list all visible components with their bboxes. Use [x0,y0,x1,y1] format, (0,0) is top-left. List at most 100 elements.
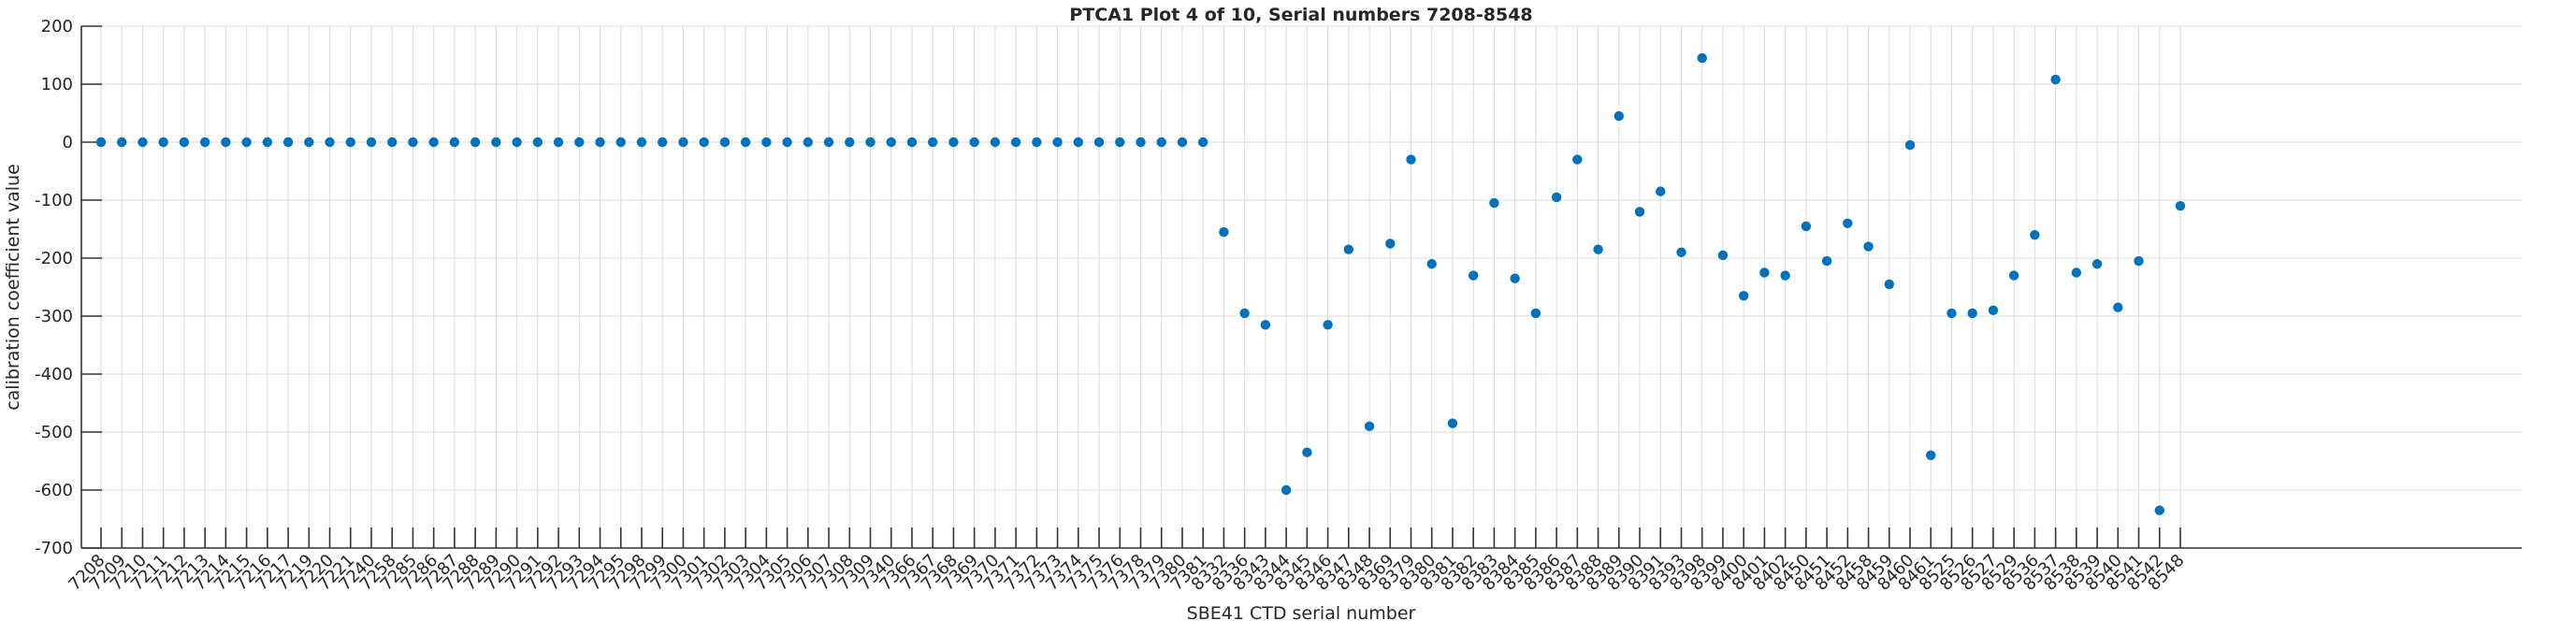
data-point [1260,320,1271,330]
data-point [1052,137,1063,148]
data-point [1385,238,1396,249]
data-point [1551,192,1562,203]
data-point [158,137,168,148]
data-point [1426,259,1437,269]
data-point [1904,139,1916,151]
data-point [2071,267,2082,278]
data-point [886,137,896,148]
data-point [179,137,190,148]
data-point [2050,74,2061,85]
data-point [1717,250,1729,261]
data-point [1447,418,1458,428]
data-point [2175,201,2186,211]
data-point [2091,259,2103,269]
data-point [1634,207,1645,217]
data-point [1510,273,1520,283]
y-tick-label: -100 [35,191,73,210]
data-point [865,137,876,148]
data-point [782,137,792,148]
data-point [1302,447,1312,457]
y-tick-label: -600 [35,481,73,500]
data-point [928,137,938,148]
data-point [1281,484,1292,496]
data-point [1115,137,1125,148]
data-point [1676,247,1686,257]
data-point [1759,267,1770,278]
y-tick-label: 200 [41,17,73,36]
data-point [1926,450,1936,460]
data-point [1406,154,1416,165]
data-point [1136,137,1146,148]
chart-title: PTCA1 Plot 4 of 10, Serial numbers 7208-… [1069,5,1532,25]
data-point [262,137,273,148]
data-point [1468,270,1479,281]
y-tick-label: -200 [35,249,73,268]
data-point [1843,218,1853,228]
data-point [1593,244,1603,254]
data-point [137,137,148,148]
data-point [990,137,1001,148]
data-point [1614,110,1624,122]
data-point [1946,308,1957,319]
data-point [2030,230,2040,240]
data-point [1572,154,1583,165]
data-point [1884,279,1894,290]
data-point [658,137,668,148]
data-point [1093,137,1105,148]
data-point [199,137,210,148]
data-point [1239,308,1250,319]
data-point [595,137,605,148]
data-point [1219,226,1229,238]
data-point [95,137,107,148]
data-point [512,137,522,148]
axis-layer [80,25,2522,549]
y-tick-label: -700 [35,539,73,558]
data-point [1530,308,1541,319]
data-point [2113,302,2123,312]
data-point [408,137,418,148]
data-point [532,137,543,148]
data-point [1323,320,1333,330]
data-point [1738,291,1749,301]
data-point [304,137,314,148]
data-point [1821,255,1832,267]
data-point [699,137,709,148]
data-point [2134,255,2144,267]
data-point [1156,137,1166,148]
data-point [1489,197,1499,209]
data-point [761,137,772,148]
data-point [428,137,439,148]
data-point [678,137,688,148]
data-point [969,137,979,148]
grid-layer [81,25,2522,549]
data-point [241,137,252,148]
data-point [1801,221,1812,232]
data-point [325,137,335,148]
data-point [2154,505,2164,515]
data-point [449,137,460,148]
y-tick-label: -400 [35,365,73,384]
data-point [282,137,294,148]
data-point [553,137,564,148]
data-point [803,137,814,148]
data-point [1032,137,1042,148]
data-point [906,137,918,148]
data-point [823,137,834,148]
data-point [387,137,398,148]
data-point [1656,186,1666,196]
data-point [1073,137,1084,148]
data-point [1988,305,1999,315]
data-point [470,137,481,148]
y-tick-label: -300 [35,307,73,326]
data-point [345,137,355,148]
data-point [636,137,647,148]
data-point [948,137,959,148]
data-point [719,137,731,148]
data-point [1364,421,1375,431]
data-point [574,137,585,148]
data-point [1780,270,1790,281]
data-point [491,137,501,148]
x-axis-label: SBE41 CTD serial number [1187,603,1416,624]
